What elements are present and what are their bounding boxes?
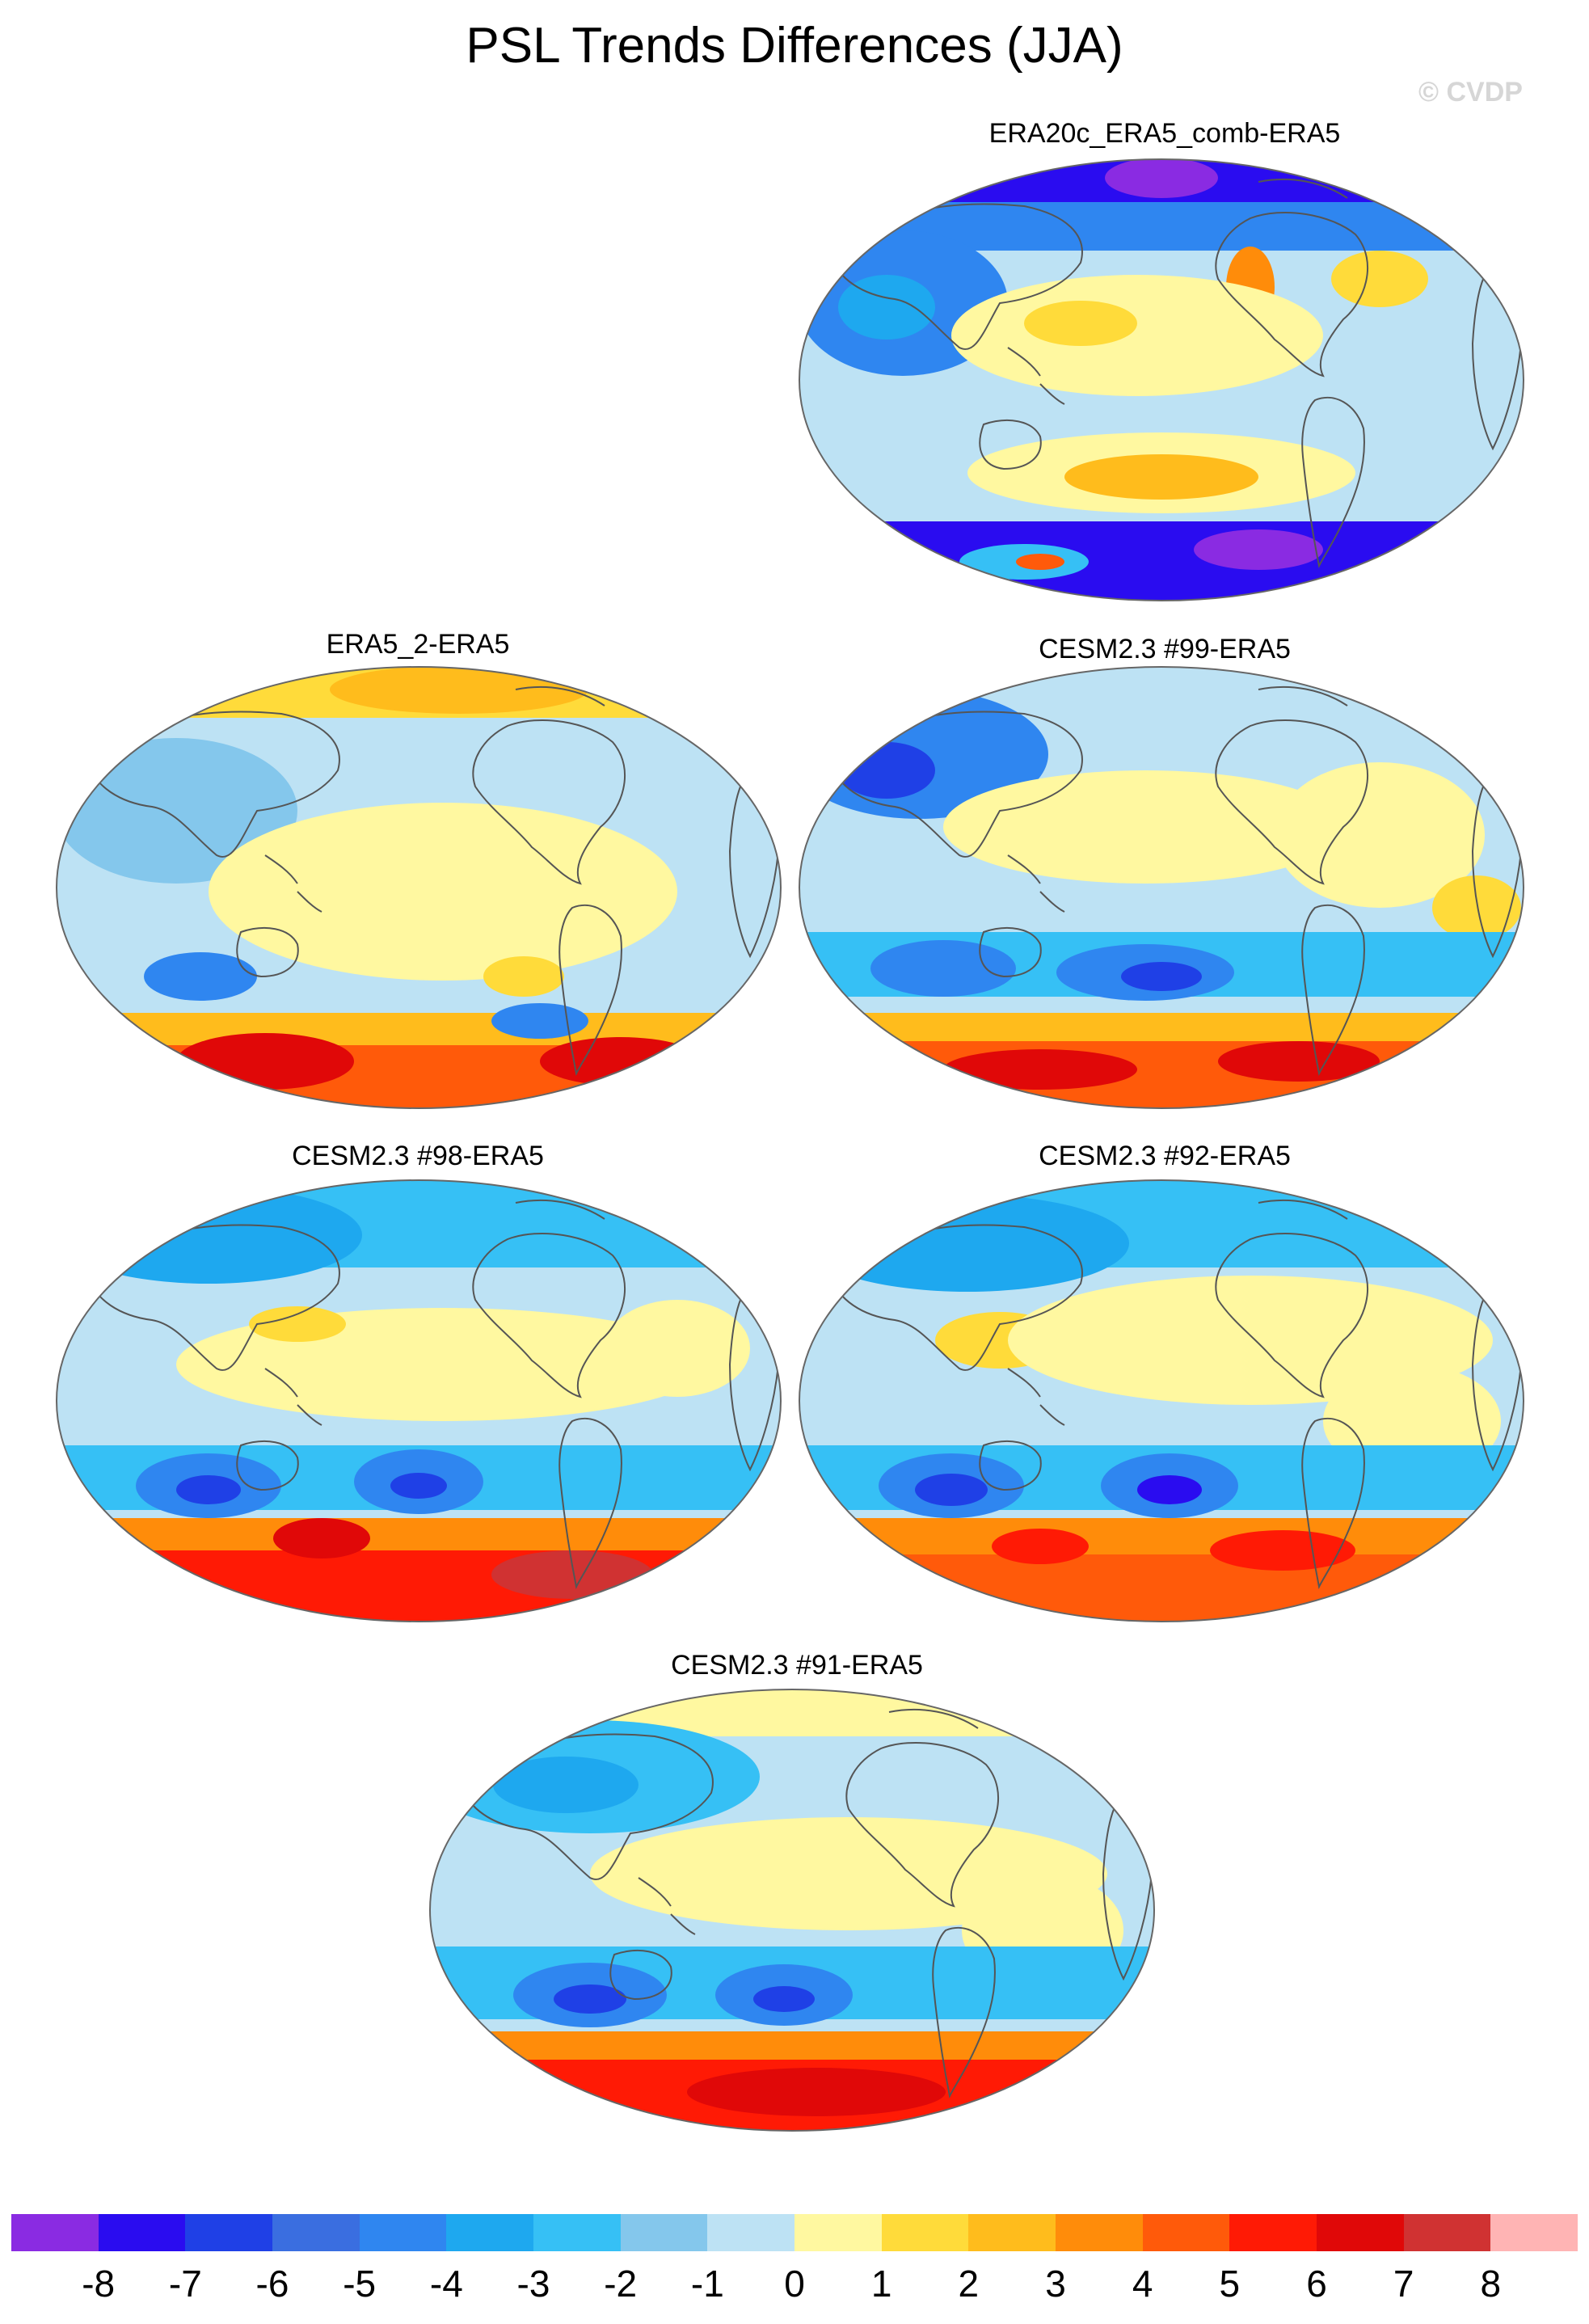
- colorbar-label: 0: [784, 2263, 805, 2305]
- colorbar-box-15: [1317, 2214, 1404, 2251]
- watermark: © CVDP: [1418, 77, 1523, 108]
- panel-title-4: CESM2.3 #98-ERA5: [292, 1141, 544, 1171]
- colorbar-box-13: [1142, 2214, 1230, 2251]
- colorbar-label: 2: [958, 2263, 980, 2305]
- colorbar-box-2: [185, 2214, 273, 2251]
- colorbar-label: 8: [1480, 2263, 1502, 2305]
- colorbar-box-1: [98, 2214, 186, 2251]
- colorbar-box-11: [968, 2214, 1056, 2251]
- colorbar-label: -4: [429, 2263, 463, 2305]
- colorbar-label: -8: [82, 2263, 116, 2305]
- colorbar: [11, 2214, 1578, 2251]
- colorbar-label: -5: [343, 2263, 377, 2305]
- colorbar-box-9: [794, 2214, 882, 2251]
- colorbar-label: -2: [604, 2263, 638, 2305]
- colorbar-label: 5: [1219, 2263, 1241, 2305]
- panel-title-1: ERA20c_ERA5_comb-ERA5: [988, 118, 1341, 149]
- colorbar-box-4: [359, 2214, 447, 2251]
- map-panel-4: [56, 1179, 782, 1622]
- colorbar-box-10: [881, 2214, 969, 2251]
- colorbar-label: -6: [255, 2263, 289, 2305]
- colorbar-box-12: [1056, 2214, 1143, 2251]
- colorbar-box-5: [446, 2214, 534, 2251]
- panel-title-2: ERA5_2-ERA5: [326, 629, 510, 660]
- colorbar-label: -3: [516, 2263, 550, 2305]
- colorbar-box-0: [11, 2214, 99, 2251]
- colorbar-label: 1: [870, 2263, 892, 2305]
- colorbar-box-14: [1229, 2214, 1317, 2251]
- panel-title-3: CESM2.3 #99-ERA5: [1039, 634, 1291, 664]
- map-panel-3: [799, 666, 1524, 1109]
- panel-title-5: CESM2.3 #92-ERA5: [1039, 1141, 1291, 1171]
- colorbar-label: 6: [1306, 2263, 1327, 2305]
- colorbar-box-8: [707, 2214, 795, 2251]
- colorbar-box-16: [1403, 2214, 1491, 2251]
- colorbar-box-3: [272, 2214, 360, 2251]
- colorbar-box-6: [533, 2214, 621, 2251]
- map-panel-6: [429, 1689, 1155, 2132]
- colorbar-box-7: [620, 2214, 708, 2251]
- figure-title: PSL Trends Differences (JJA): [466, 18, 1123, 74]
- map-panel-2: [56, 666, 782, 1109]
- colorbar-label: -7: [168, 2263, 202, 2305]
- map-panel-5: [799, 1179, 1524, 1622]
- map-panel-1: [799, 158, 1524, 601]
- panel-title-6: CESM2.3 #91-ERA5: [671, 1650, 923, 1681]
- colorbar-box-17: [1490, 2214, 1578, 2251]
- colorbar-label: 7: [1393, 2263, 1414, 2305]
- colorbar-label: 4: [1132, 2263, 1153, 2305]
- colorbar-label: -1: [690, 2263, 724, 2305]
- colorbar-label: 3: [1045, 2263, 1066, 2305]
